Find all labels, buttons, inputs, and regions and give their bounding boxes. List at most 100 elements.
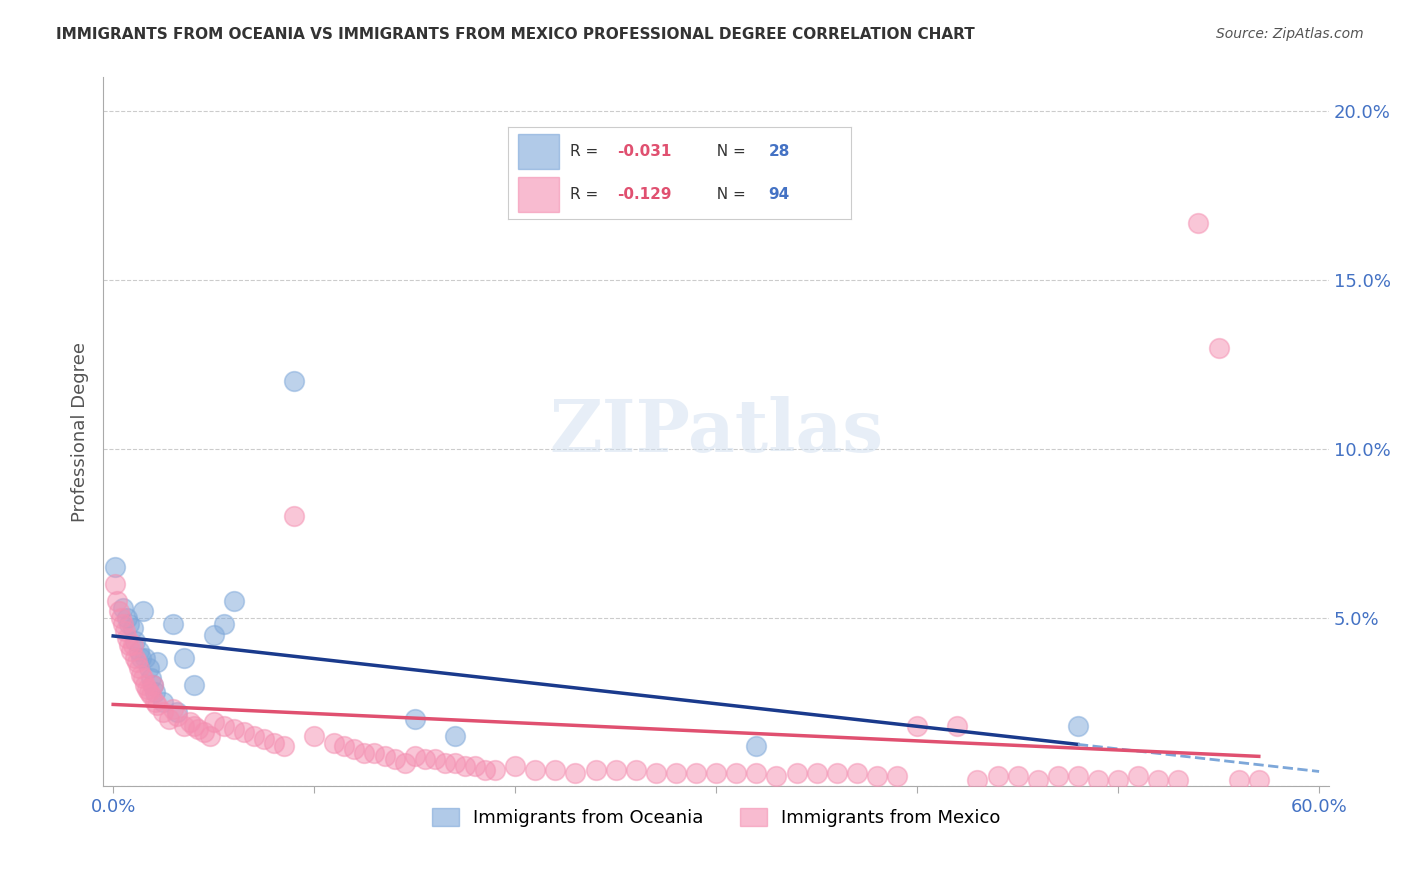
Point — [624, 763, 647, 777]
Point — [283, 509, 305, 524]
Point — [159, 712, 181, 726]
Text: ZIPatlas: ZIPatlas — [550, 396, 883, 467]
Point — [173, 651, 195, 665]
Point — [141, 689, 163, 703]
Point — [117, 610, 139, 624]
Point — [1087, 772, 1109, 787]
Point — [454, 759, 477, 773]
Point — [333, 739, 356, 753]
Point — [665, 766, 688, 780]
Point — [1187, 216, 1209, 230]
Point — [145, 685, 167, 699]
Point — [866, 769, 889, 783]
Point — [134, 651, 156, 665]
Point — [222, 594, 245, 608]
Point — [122, 638, 145, 652]
Point — [685, 766, 707, 780]
Point — [166, 705, 188, 719]
Point — [644, 766, 666, 780]
Point — [966, 772, 988, 787]
Point — [138, 685, 160, 699]
Point — [946, 719, 969, 733]
Point — [124, 651, 146, 665]
Point — [394, 756, 416, 770]
Point — [384, 752, 406, 766]
Point — [886, 769, 908, 783]
Point — [745, 739, 768, 753]
Point — [845, 766, 868, 780]
Point — [1026, 772, 1049, 787]
Point — [905, 719, 928, 733]
Point — [134, 678, 156, 692]
Point — [112, 600, 135, 615]
Legend: Immigrants from Oceania, Immigrants from Mexico: Immigrants from Oceania, Immigrants from… — [425, 800, 1008, 834]
Point — [145, 695, 167, 709]
Point — [117, 631, 139, 645]
Point — [503, 759, 526, 773]
Point — [413, 752, 436, 766]
Point — [404, 712, 426, 726]
Point — [474, 763, 496, 777]
Point — [825, 766, 848, 780]
Point — [105, 594, 128, 608]
Point — [444, 729, 467, 743]
Point — [166, 708, 188, 723]
Point — [353, 746, 375, 760]
Point — [118, 617, 141, 632]
Point — [786, 766, 808, 780]
Point — [373, 749, 395, 764]
Point — [146, 655, 169, 669]
Point — [132, 672, 155, 686]
Point — [243, 729, 266, 743]
Point — [1107, 772, 1129, 787]
Point — [745, 766, 768, 780]
Point — [142, 678, 165, 692]
Point — [343, 742, 366, 756]
Y-axis label: Professional Degree: Professional Degree — [72, 342, 89, 522]
Point — [110, 610, 132, 624]
Point — [104, 577, 127, 591]
Point — [104, 560, 127, 574]
Point — [198, 729, 221, 743]
Point — [122, 621, 145, 635]
Point — [120, 644, 142, 658]
Point — [725, 766, 748, 780]
Point — [704, 766, 727, 780]
Point — [444, 756, 467, 770]
Point — [112, 617, 135, 632]
Point — [1067, 719, 1090, 733]
Point — [263, 735, 285, 749]
Point — [202, 715, 225, 730]
Point — [162, 617, 184, 632]
Point — [273, 739, 295, 753]
Point — [136, 681, 159, 696]
Point — [585, 763, 607, 777]
Point — [605, 763, 627, 777]
Point — [1147, 772, 1170, 787]
Point — [484, 763, 506, 777]
Point — [141, 672, 163, 686]
Point — [544, 763, 567, 777]
Point — [127, 655, 149, 669]
Point — [179, 715, 201, 730]
Point — [1247, 772, 1270, 787]
Point — [128, 661, 150, 675]
Point — [146, 698, 169, 713]
Point — [1167, 772, 1189, 787]
Point — [404, 749, 426, 764]
Point — [142, 678, 165, 692]
Point — [363, 746, 385, 760]
Point — [464, 759, 486, 773]
Point — [222, 722, 245, 736]
Point — [1208, 341, 1230, 355]
Point — [765, 769, 787, 783]
Point — [162, 702, 184, 716]
Point — [187, 722, 209, 736]
Point — [152, 705, 174, 719]
Point — [202, 627, 225, 641]
Point — [183, 678, 205, 692]
Point — [131, 668, 153, 682]
Point — [183, 719, 205, 733]
Point — [114, 624, 136, 639]
Point — [423, 752, 446, 766]
